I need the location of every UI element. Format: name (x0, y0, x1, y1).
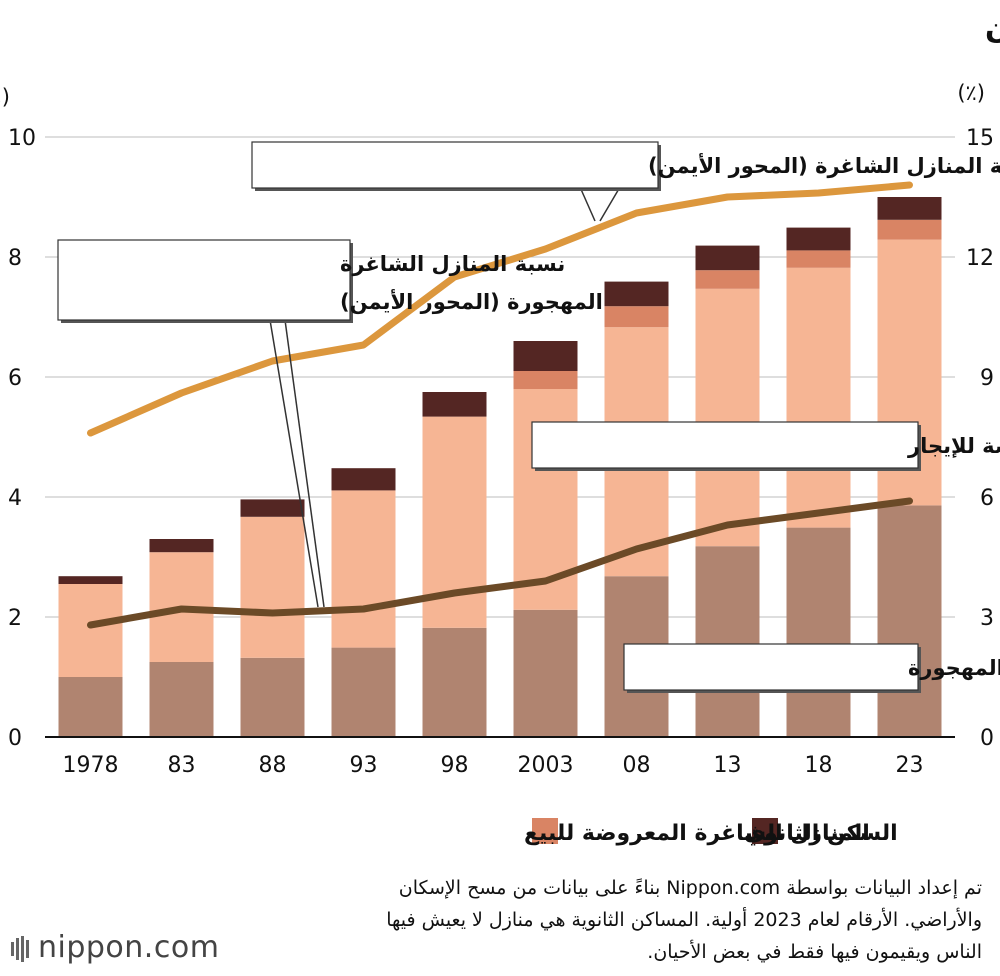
rate-lines (87, 181, 913, 629)
bar-segment (422, 392, 487, 417)
right-tick-label: 9 (980, 366, 994, 391)
stacked-bars (58, 197, 942, 737)
bar-segment (513, 609, 578, 737)
axes: 0 2 4 6 8 10 0 3 6 9 12 15 1978 83 88 93 98 2003 08 13 18 23 (8, 126, 994, 778)
left-tick-label: 0 (8, 726, 22, 751)
callout-box (531, 421, 919, 469)
legend-swatch (532, 818, 558, 844)
bar-segment (331, 468, 396, 491)
callout-pointer (269, 319, 319, 608)
left-tick-label: 4 (8, 486, 22, 511)
legend-label: المنازل الشاغرة المعروضة للبيع (524, 821, 870, 846)
bar-segment (240, 516, 305, 658)
bar-segment (422, 627, 487, 737)
callout-pointer (579, 186, 596, 222)
x-tick-label: 1978 (63, 753, 119, 778)
callout-abandoned-rate: نسبة المنازل الشاغرة المهجورة (المحور الأ… (57, 239, 603, 323)
left-tick-label: 10 (8, 126, 36, 151)
x-tick-label: 13 (714, 753, 742, 778)
legend-label: السكن الثانوي (744, 821, 898, 846)
source-note-line-1: تم إعداد البيانات بواسطة Nippon.com بناء… (398, 877, 982, 899)
right-tick-label: 15 (966, 126, 994, 151)
source-note-line-3: الناس ويقيمون فيها فقط في بعض الأحيان. (647, 941, 982, 963)
callout-text: نسبة المنازل الشاغرة (المحور الأيمن) (648, 152, 1000, 178)
bar-segment (695, 288, 760, 547)
bar-segment (877, 219, 942, 240)
bar-segment (786, 267, 851, 528)
callout-pointer (284, 319, 325, 608)
source-note: تم إعداد البيانات بواسطة Nippon.com بناء… (282, 872, 982, 968)
bar-segment (695, 270, 760, 289)
right-tick-label: 6 (980, 486, 994, 511)
x-tick-label: 93 (350, 753, 378, 778)
bar-segment (149, 539, 214, 553)
rate-line (87, 181, 913, 437)
bar-segment (877, 197, 942, 220)
nippon-logo-icon (11, 936, 29, 962)
callout-vacancy-rate: نسبة المنازل الشاغرة (المحور الأيمن) (251, 141, 1000, 191)
x-tick-label: 88 (259, 753, 287, 778)
bar-segment (240, 499, 305, 517)
bar-segment (240, 657, 305, 737)
nippon-logo: nippon.com (38, 930, 220, 965)
callout-text: نسبة المنازل الشاغرة (340, 252, 565, 276)
chart: عدد المنازل المهجورة في اليابان (مليون) … (0, 11, 1000, 846)
bar-segment (786, 227, 851, 251)
right-tick-label: 0 (980, 726, 994, 751)
left-tick-label: 2 (8, 606, 22, 631)
x-tick-label: 08 (623, 753, 651, 778)
chart-title: عدد المنازل المهجورة في اليابان (985, 11, 1000, 46)
left-tick-label: 6 (8, 366, 22, 391)
bar-segment (331, 490, 396, 648)
right-tick-label: 3 (980, 606, 994, 631)
bar-segment (58, 677, 123, 737)
x-tick-label: 2003 (518, 753, 574, 778)
annotations: نسبة المنازل الشاغرة (المحور الأيمن) نسبة… (57, 141, 1000, 693)
bar-segment (604, 306, 669, 328)
bar-segment (58, 584, 123, 677)
callout-abandoned: المنازل الشاغرة المهجورة (623, 643, 1000, 693)
callout-box (623, 643, 919, 691)
x-tick-label: 23 (896, 753, 924, 778)
x-tick-label: 83 (168, 753, 196, 778)
bar-segment (877, 505, 942, 737)
callout-text: المنازل الشاغرة المهجورة (908, 656, 1000, 680)
bar-segment (786, 250, 851, 268)
bar-segment (786, 527, 851, 737)
right-axis-unit: (٪) (957, 81, 985, 105)
x-tick-label: 18 (805, 753, 833, 778)
callout-text: المهجورة (المحور الأيمن) (340, 288, 603, 314)
callout-box (251, 141, 659, 189)
bar-segment (513, 371, 578, 389)
bar-segment (695, 546, 760, 737)
legend-swatch (752, 818, 778, 844)
bar-segment (604, 281, 669, 307)
rate-line (87, 497, 913, 629)
bar-segment (331, 647, 396, 737)
source-note-line-2: والأراضي. الأرقام لعام 2023 أولية. المسا… (386, 909, 982, 931)
bar-segment (513, 341, 578, 371)
bar-segment (695, 245, 760, 271)
callout-text: المنازل المهجورة المعروضة للإيجار (907, 434, 1000, 458)
left-axis-unit: (مليون) (0, 85, 10, 109)
right-tick-label: 12 (966, 246, 994, 271)
callout-for-rent: المنازل المهجورة المعروضة للإيجار (531, 421, 1000, 471)
callout-pointer (599, 186, 621, 222)
left-tick-label: 8 (8, 246, 22, 271)
bar-segment (58, 576, 123, 584)
callout-box (57, 239, 351, 321)
bar-segment (149, 662, 214, 737)
x-tick-label: 98 (441, 753, 469, 778)
